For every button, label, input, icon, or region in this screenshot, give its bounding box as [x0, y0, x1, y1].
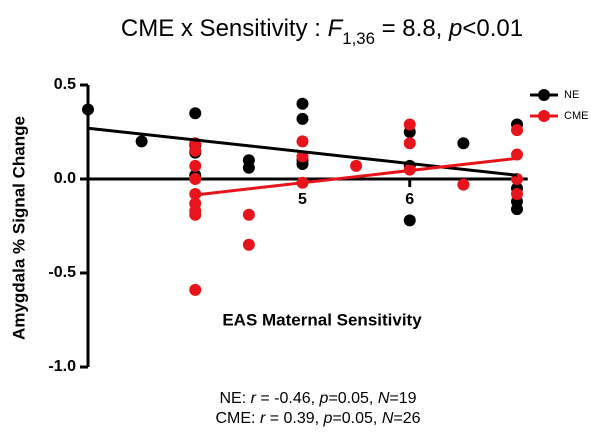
data-point [457, 178, 470, 191]
data-point [511, 188, 523, 201]
chart-title-part: 1,36 [342, 29, 375, 48]
data-point [403, 118, 416, 131]
data-point [189, 159, 202, 172]
stat-annotation-part: = 0.39, [265, 410, 323, 427]
data-point [189, 107, 202, 120]
data-point [82, 103, 94, 116]
data-point [296, 135, 309, 148]
y-tick-label: 0.0 [54, 170, 76, 187]
stat-annotation-part: = -0.46, [256, 390, 320, 407]
data-point [403, 214, 416, 227]
fit-line [195, 156, 518, 197]
legend-label: NE [564, 89, 579, 101]
x-axis-label: EAS Maternal Sensitivity [222, 310, 422, 329]
stat-annotation-part: CME: [215, 410, 259, 427]
x-tick-label: 6 [405, 191, 414, 208]
data-point [403, 137, 416, 150]
data-point [242, 208, 255, 221]
data-point [296, 97, 309, 110]
y-tick-label: -1.0 [48, 358, 76, 375]
stat-annotation-part: =0.05, [328, 390, 377, 407]
data-point [511, 124, 523, 137]
stat-annotation-part: =19 [389, 390, 416, 407]
data-point [242, 161, 255, 174]
y-tick-label: 0.5 [54, 76, 76, 93]
stat-annotation-part: =26 [393, 410, 420, 427]
stat-annotation-part: N [382, 410, 394, 427]
chart-title-part: <0.01 [462, 15, 523, 42]
data-point [189, 173, 202, 185]
data-point [457, 137, 470, 150]
chart-title-part: = 8.8, [375, 15, 449, 42]
stat-annotation-part: p [319, 390, 329, 407]
y-axis-label: Amygdala % Signal Change [9, 116, 28, 340]
legend-marker [538, 89, 550, 101]
stat-annotation-part: r [260, 410, 266, 427]
y-tick-label: -0.5 [48, 264, 76, 281]
data-point [242, 238, 255, 251]
stat-annotation-part: =0.05, [332, 410, 381, 427]
stat-annotation-part: r [251, 390, 257, 407]
stat-annotation-part: N [378, 390, 390, 407]
legend-label: CME [564, 110, 588, 122]
chart-title-part: F [328, 15, 344, 42]
data-point [511, 203, 523, 216]
x-tick-label: 5 [298, 191, 307, 208]
stat-annotation-part: NE: [219, 390, 250, 407]
stat-annotation-part: p [323, 410, 333, 427]
stat-annotation: NE: r = -0.46, p=0.05, N=19 [219, 390, 416, 407]
chart-title-part: CME x Sensitivity : [121, 15, 328, 42]
data-point [189, 283, 202, 296]
chart-title: CME x Sensitivity : F1,36 = 8.8, p<0.01 [121, 15, 523, 48]
chart-title-part: p [448, 15, 462, 42]
data-point [189, 144, 202, 157]
data-point [350, 159, 363, 172]
data-point [189, 208, 202, 221]
stat-annotation: CME: r = 0.39, p=0.05, N=26 [215, 410, 420, 427]
legend-marker [538, 110, 550, 122]
data-point [135, 135, 148, 148]
data-point [296, 112, 309, 125]
